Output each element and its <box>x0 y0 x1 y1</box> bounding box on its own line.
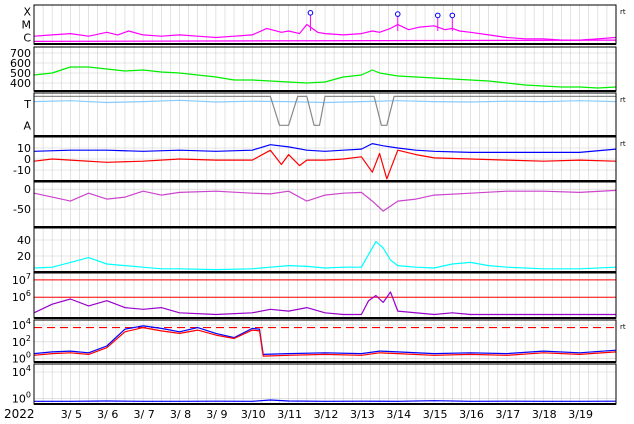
y-tick-label: 106 <box>12 289 31 304</box>
y-tick-label: A <box>23 119 31 132</box>
y-tick-label: M <box>22 19 32 32</box>
series-line <box>33 23 617 41</box>
y-tick-label: 40 <box>17 234 31 247</box>
x-tick-label: 3/19 <box>568 408 593 421</box>
series-line <box>34 399 617 402</box>
series-line <box>33 189 617 212</box>
flare-marker <box>449 12 456 19</box>
y-tick-label: 0 <box>24 183 31 196</box>
y-tick-label: 100 <box>12 391 31 406</box>
y-tick-label: 104 <box>12 317 31 332</box>
y-tick-label: 10 <box>17 142 31 155</box>
y-tick-label: 100 <box>12 351 31 366</box>
labels-layer: 3/ 5 3/ 6 3/ 7 3/ 8 3/ 9 3/10 3/11 3/12 3/13 3/14… <box>10 6 626 422</box>
y-tick-label: C <box>23 32 31 45</box>
y-tick-label: 107 <box>12 272 31 287</box>
y-tick-label: 20 <box>17 250 31 263</box>
y-tick-label: 0 <box>24 153 31 166</box>
x-tick-label: 3/ 6 <box>97 408 118 421</box>
side-mark: rt <box>620 140 626 148</box>
x-tick-label: 3/11 <box>277 408 302 421</box>
x-tick-label: 3/17 <box>496 408 521 421</box>
y-tick-label: 400 <box>10 77 31 90</box>
series-line <box>34 95 616 126</box>
series-layer <box>33 10 617 402</box>
series-line <box>33 241 617 271</box>
frames-layer <box>33 4 617 405</box>
x-tick-label: 3/ 7 <box>134 408 155 421</box>
y-tick-label: X <box>23 6 31 19</box>
y-tick-label: 600 <box>10 57 31 70</box>
side-mark: rt <box>620 323 626 331</box>
x-tick-label: 3/18 <box>532 408 557 421</box>
x-tick-label: 3/16 <box>459 408 484 421</box>
side-mark: rt <box>620 8 626 16</box>
x-tick-label: 3/10 <box>241 408 266 421</box>
y-tick-label: -10 <box>13 164 31 177</box>
y-tick-label: 102 <box>12 334 31 349</box>
flare-marker <box>434 12 441 19</box>
flare-marker <box>307 10 314 16</box>
series-line <box>33 143 617 153</box>
series-line <box>33 325 617 355</box>
x-tick-label: 3/ 9 <box>206 408 227 421</box>
series-line <box>33 149 617 180</box>
y-tick-label: 700 <box>10 47 31 60</box>
flare-marker <box>394 11 401 17</box>
series-line <box>33 291 616 316</box>
series-line <box>33 99 617 104</box>
grid-layer <box>33 5 617 404</box>
series-line <box>33 39 617 43</box>
x-tick-label: 3/ 5 <box>61 408 82 421</box>
year-label: 2022 <box>4 407 35 421</box>
x-tick-label: 3/15 <box>423 408 448 421</box>
series-line <box>33 327 617 357</box>
x-tick-label: 3/ 8 <box>170 408 191 421</box>
series-line <box>33 66 617 89</box>
x-tick-label: 3/12 <box>314 408 339 421</box>
y-tick-label: T <box>23 98 31 111</box>
x-tick-label: 3/13 <box>350 408 375 421</box>
y-tick-label: 104 <box>12 364 31 379</box>
y-tick-label: 500 <box>10 67 31 80</box>
y-tick-label: -50 <box>13 203 31 216</box>
x-tick-label: 3/14 <box>386 408 411 421</box>
side-mark: rt <box>620 96 626 104</box>
